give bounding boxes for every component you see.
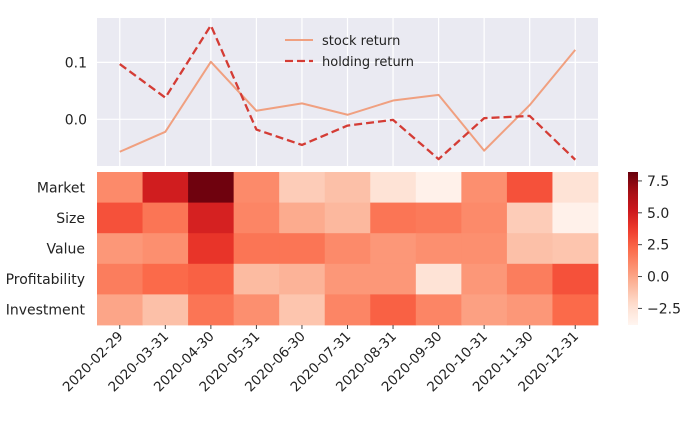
heatmap-cell [416, 294, 462, 325]
heatmap-cell [97, 203, 143, 234]
legend-label: holding return [322, 55, 414, 70]
row-label: Investment [6, 303, 86, 319]
heatmap-cell [416, 233, 462, 264]
heatmap-cell [552, 233, 598, 264]
heatmap-cell [143, 264, 189, 295]
heatmap-cell [325, 264, 371, 295]
heatmap-cell [325, 294, 371, 325]
legend-label: stock return [322, 34, 400, 49]
heatmap-cell [188, 233, 234, 264]
heatmap-cell [279, 264, 325, 295]
heatmap-cell [143, 233, 189, 264]
heatmap-panel: MarketSizeValueProfitabilityInvestment20… [6, 172, 599, 395]
row-label: Market [37, 180, 86, 196]
heatmap-cell [188, 294, 234, 325]
heatmap-cell [325, 172, 371, 203]
heatmap-cell [507, 233, 553, 264]
heatmap-cell [234, 172, 280, 203]
heatmap-cell [143, 203, 189, 234]
heatmap-cell [461, 233, 507, 264]
row-label: Profitability [6, 272, 85, 288]
y-tick-label: 0.1 [65, 55, 87, 71]
heatmap-cell [507, 264, 553, 295]
line-panel: 0.0 0.1 stock return holding return [65, 18, 598, 166]
heatmap-cell [507, 294, 553, 325]
heatmap-cell [416, 264, 462, 295]
heatmap-cell [279, 294, 325, 325]
heatmap-cell [279, 233, 325, 264]
heatmap-cell [97, 233, 143, 264]
heatmap-cell [461, 294, 507, 325]
heatmap-cell [370, 233, 416, 264]
heatmap-cell [325, 233, 371, 264]
heatmap-cell [416, 172, 462, 203]
heatmap-cell [143, 294, 189, 325]
heatmap-cell [188, 172, 234, 203]
heatmap-cell [97, 172, 143, 203]
heatmap-cell [370, 294, 416, 325]
colorbar-tick-label: 0.0 [647, 270, 669, 286]
heatmap-cell [370, 172, 416, 203]
heatmap-cell [97, 294, 143, 325]
heatmap-cell [461, 172, 507, 203]
heatmap-cell [143, 172, 189, 203]
heatmap-cell [234, 233, 280, 264]
colorbar-tick-label: 7.5 [647, 174, 669, 190]
heatmap-cell [507, 172, 553, 203]
heatmap-cell [97, 264, 143, 295]
heatmap-cell [507, 203, 553, 234]
heatmap-cell [234, 264, 280, 295]
y-tick-label: 0.0 [65, 112, 87, 128]
heatmap-cell [370, 203, 416, 234]
colorbar-tick-label: 2.5 [647, 238, 669, 254]
heatmap-cell [552, 264, 598, 295]
heatmap-cell [461, 203, 507, 234]
heatmap-cell [279, 203, 325, 234]
heatmap-cell [234, 294, 280, 325]
heatmap-cell [461, 264, 507, 295]
row-label: Value [47, 242, 85, 258]
heatmap-cell [416, 203, 462, 234]
heatmap-cell [279, 172, 325, 203]
row-label: Size [56, 211, 85, 227]
heatmap-cell [370, 264, 416, 295]
colorbar: −2.5 0.0 2.5 5.0 7.5 [628, 172, 681, 325]
heatmap-cell [234, 203, 280, 234]
colorbar-tick-label: −2.5 [647, 301, 681, 317]
heatmap-cell [552, 172, 598, 203]
colorbar-scale [628, 172, 638, 325]
heatmap-cell [552, 203, 598, 234]
heatmap-cell [552, 294, 598, 325]
colorbar-tick-label: 5.0 [647, 206, 669, 222]
heatmap-cell [188, 203, 234, 234]
heatmap-cell [188, 264, 234, 295]
heatmap-cell [325, 203, 371, 234]
